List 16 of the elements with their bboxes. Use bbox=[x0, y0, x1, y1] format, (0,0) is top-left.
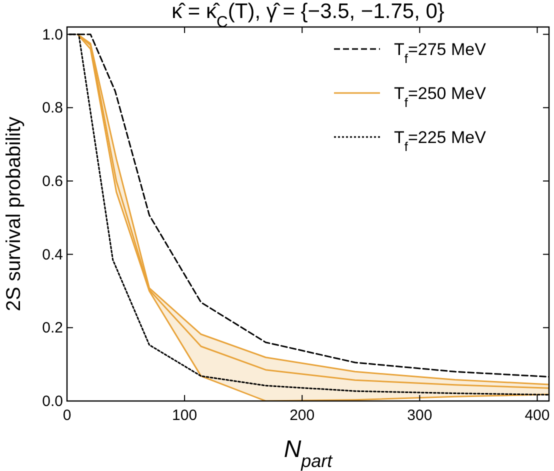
y-tick-label: 1.0 bbox=[42, 26, 63, 44]
x-axis-title: N$_{part}$ bbox=[284, 436, 334, 471]
x-tick-label: 400 bbox=[524, 407, 550, 424]
x-tick-label: 0 bbox=[62, 407, 72, 424]
y-tick-label: 0.2 bbox=[42, 320, 63, 337]
legend-label: T$_{f}$=250 MeV bbox=[394, 84, 487, 110]
y-tick-label: 0.6 bbox=[42, 173, 63, 190]
y-tick-label: 0.4 bbox=[42, 246, 63, 264]
legend-label: T$_{f}$=225 MeV bbox=[394, 128, 487, 154]
y-tick-label: 0.8 bbox=[42, 100, 63, 117]
x-tick-label: 100 bbox=[172, 407, 198, 424]
x-tick-label: 300 bbox=[407, 407, 432, 424]
legend-label: T$_{f}$=275 MeV bbox=[394, 40, 487, 66]
x-tick-label: 200 bbox=[290, 407, 315, 424]
y-tick-label: 0.0 bbox=[42, 393, 63, 410]
y-axis-title: 2S survival probability bbox=[3, 116, 25, 312]
